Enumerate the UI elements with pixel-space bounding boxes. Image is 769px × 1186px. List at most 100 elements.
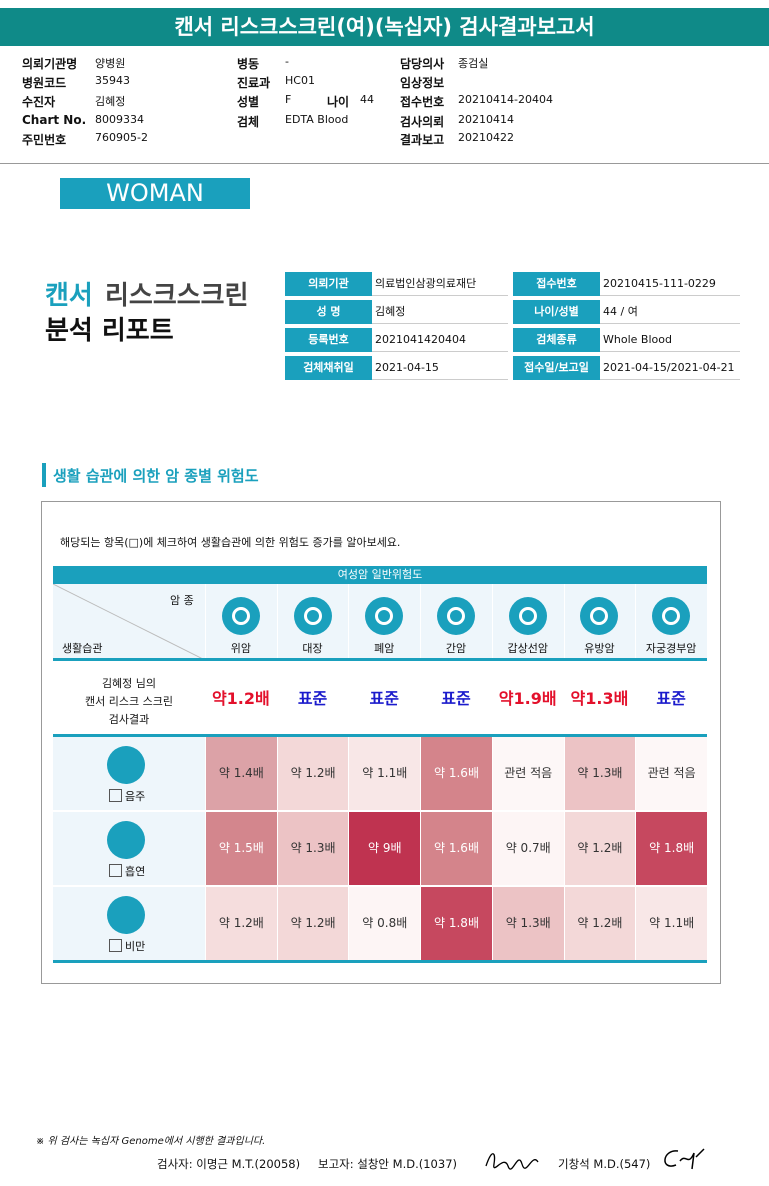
info-label: 나이 [327, 95, 350, 109]
result: 표준 [656, 689, 686, 708]
divider [0, 163, 769, 164]
result: 표준 [297, 689, 328, 708]
signature [485, 1153, 539, 1170]
result-label: 김혜정 님의 [101, 677, 157, 690]
risk-cell: 약 0.7배 [492, 812, 564, 885]
report-label: 검체채취일 [285, 356, 372, 380]
report-subtitle: 분석 리포트 [45, 316, 174, 346]
habit-icon [107, 746, 145, 784]
frame [41, 501, 721, 984]
reporter: 보고자: 설창안 M.D.(1037) [318, 1157, 457, 1171]
habit-name: 비만 [125, 940, 146, 953]
info-label: 임상정보 [400, 76, 445, 90]
report-value: 44 / 여 [600, 300, 740, 324]
info-value: HC01 [285, 74, 315, 87]
corner-top: 암 종 [170, 594, 194, 607]
report-value: 2021-04-15 [372, 356, 508, 380]
info-label: 의뢰기관명 [22, 57, 78, 71]
result: 약1.2배 [211, 689, 270, 708]
report-value: 2021041420404 [372, 328, 508, 352]
section-title: 생활 습관에 의한 암 종별 위험도 [53, 467, 259, 485]
report-title: 리스크스크린 [105, 281, 249, 311]
cancer-name: 갑상선암 [507, 642, 548, 655]
checkbox [109, 789, 122, 802]
instruction: 해당되는 항목(□)에 체크하여 생활습관에 의한 위험도 증가를 알아보세요. [60, 536, 401, 549]
info-label: 주민번호 [22, 133, 67, 147]
report-label: 의뢰기관 [285, 272, 372, 296]
result: 약1.9배 [498, 689, 557, 708]
title-bar [0, 8, 769, 46]
col-line [563, 584, 565, 960]
info-value: 20210422 [458, 131, 514, 144]
report-title: 캔서 [45, 281, 93, 311]
footer-note: ※ 위 검사는 녹십자 Genome에서 시행한 결과입니다. [36, 1136, 266, 1147]
examiner: 검사자: 이명근 M.T.(20058) [157, 1157, 301, 1171]
risk-cell: 약 1.8배 [421, 887, 492, 960]
title: 캔서 리스크스크린(여)(녹십자) 검사결과보고서 [174, 15, 595, 39]
approver: 기창석 M.D.(547) [558, 1157, 651, 1171]
risk-cell: 관련 적음 [492, 737, 564, 810]
risk-cell: 약 1.2배 [564, 812, 636, 885]
checkbox [109, 864, 122, 877]
risk-cell: 약 1.4배 [206, 737, 277, 810]
cancer-icon-detail [662, 607, 681, 625]
info-value: 20210414 [458, 113, 514, 126]
info-label: 수진자 [22, 95, 56, 109]
cancer-icon-detail [231, 607, 250, 625]
row-line [53, 658, 707, 661]
report-label: 접수일/보고일 [513, 356, 600, 380]
habit-icon [107, 821, 145, 859]
risk-cell: 약 1.8배 [636, 812, 707, 885]
habit-icon [107, 896, 145, 934]
info-value: 35943 [95, 74, 130, 87]
col-line [420, 584, 422, 960]
cancer-icon-detail [375, 607, 394, 625]
cancer-name: 유방암 [584, 642, 615, 655]
cancer-name: 대장 [302, 642, 323, 655]
col-line [348, 584, 350, 960]
section-bar [42, 463, 46, 487]
cancer-icon-detail [303, 607, 322, 625]
cancer-name: 자궁경부암 [645, 642, 697, 655]
risk-cell: 약 1.1배 [636, 887, 707, 960]
info-label: 병동 [237, 57, 260, 71]
info-value: - [285, 55, 289, 68]
risk-cell: 약 1.3배 [492, 887, 564, 960]
info-value: 44 [360, 93, 374, 106]
info-label: 검사의뢰 [400, 115, 445, 129]
col-line [276, 584, 278, 960]
row-line [53, 960, 707, 963]
result: 표준 [369, 689, 399, 708]
report-label: 나이/성별 [513, 300, 600, 324]
risk-cell: 약 1.5배 [206, 812, 277, 885]
habit-name: 음주 [125, 790, 146, 803]
report-label: 성 명 [285, 300, 372, 324]
corner-bottom: 생활습관 [62, 642, 103, 655]
row-line [53, 734, 707, 737]
row-line [53, 810, 707, 812]
result-label: 검사결과 [108, 713, 150, 726]
info-value: 8009334 [95, 113, 144, 126]
report-label: 등록번호 [285, 328, 372, 352]
risk-cell: 약 1.2배 [277, 887, 349, 960]
risk-cell: 약 1.3배 [277, 812, 349, 885]
info-label: 검체 [237, 115, 260, 129]
checkbox [109, 939, 122, 952]
risk-cell: 약 9배 [349, 812, 421, 885]
habit-name: 흡연 [125, 865, 146, 878]
cancer-name: 폐암 [374, 642, 395, 655]
report-label: 접수번호 [513, 272, 600, 296]
cancer-name: 위암 [230, 642, 251, 655]
risk-cell: 약 1.2배 [564, 887, 636, 960]
info-value: 760905-2 [95, 131, 148, 144]
report-value: 의료법인삼광의료재단 [372, 272, 508, 296]
info-value: 김혜정 [95, 95, 126, 108]
info-value: 종검실 [458, 57, 489, 70]
info-value: 20210414-20404 [458, 93, 553, 106]
risk-cell: 약 1.6배 [421, 812, 492, 885]
risk-cell: 관련 적음 [636, 737, 707, 810]
report-value: 김혜정 [372, 300, 508, 324]
result: 약1.3배 [570, 689, 629, 708]
risk-cell: 약 1.2배 [277, 737, 349, 810]
col-line [635, 584, 637, 960]
